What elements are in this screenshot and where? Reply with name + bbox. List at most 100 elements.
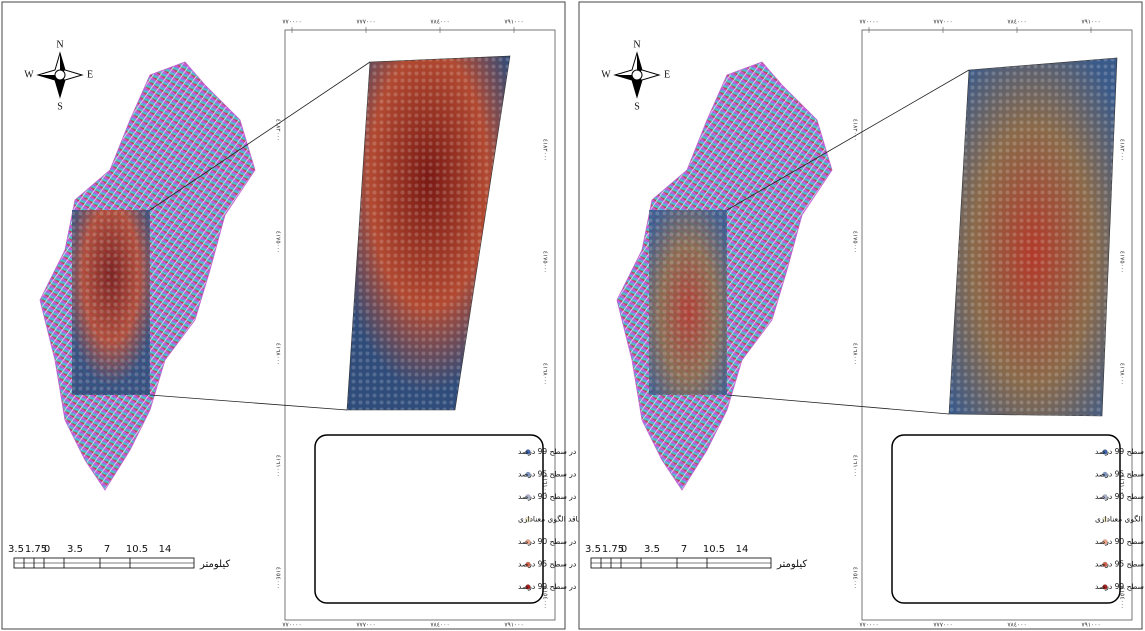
legend-label: جزیره نمایی گرم خودهمبستگی فضایی مثبت در… xyxy=(1095,537,1145,546)
compass-rose-fill xyxy=(38,53,65,97)
top-tick-label: ٧٨٤٠٠٠ xyxy=(430,19,449,26)
legend-swatch xyxy=(525,539,531,545)
legend-swatch xyxy=(525,584,531,590)
legend-swatch xyxy=(525,561,531,568)
scale-label: 14 xyxy=(159,544,172,555)
top-tick-label: ٧٧٠٠٠٠ xyxy=(859,19,878,26)
scale-label: 10.5 xyxy=(703,544,725,555)
connector xyxy=(726,394,950,415)
compass-south: S xyxy=(634,101,640,112)
map-frame xyxy=(284,29,556,621)
inset-dots xyxy=(649,210,727,395)
top-tick-label: ٧٩١٠٠٠ xyxy=(1081,19,1100,26)
compass-north: N xyxy=(56,39,63,50)
legend-swatch xyxy=(525,494,531,500)
bottom-tick-label: ٧٩١٠٠٠ xyxy=(1081,622,1100,629)
map-panel: ٧٧٠٠٠٠ ٧٧٠٠٠٠ ٧٧٧٠٠٠ ٧٧٧٠٠٠ ٧٨٤٠٠٠ ٧٨٤٠٠٠ ٧٩١٠… xyxy=(1,1,719,630)
scale-label: 0 xyxy=(44,544,50,555)
compass-rose-fill xyxy=(615,53,642,97)
top-tick-label: ٧٧٠٠٠٠ xyxy=(282,19,301,26)
legend-swatch xyxy=(1102,584,1108,590)
top-tick-label: ٧٩١٠٠٠ xyxy=(504,19,523,26)
top-tick-label: ٧٧٧٠٠٠ xyxy=(933,19,952,26)
right-tick-label: ٤١٨٢٠٠٠ xyxy=(542,139,549,162)
legend-swatch xyxy=(1102,516,1108,523)
map-frame xyxy=(861,29,1133,621)
legend-box xyxy=(314,434,544,604)
compass-east: E xyxy=(87,69,93,80)
compass-south: S xyxy=(57,101,63,112)
legend-label: فاقد الگوی معناداری xyxy=(518,515,582,524)
compass-center xyxy=(631,69,643,81)
left-tick-label: ٤١٦٨٠٠٠ xyxy=(275,343,282,366)
bottom-tick-label: ٧٨٤٠٠٠ xyxy=(1007,622,1026,629)
map-panel: ٧٧٠٠٠٠ ٧٧٠٠٠٠ ٧٧٧٠٠٠ ٧٧٧٠٠٠ ٧٨٤٠٠٠ ٧٨٤٠٠٠ ٧٩١٠… xyxy=(578,1,1145,630)
right-tick-label: ٤١٦٨٠٠٠ xyxy=(542,363,549,386)
bottom-tick-label: ٧٧٧٠٠٠ xyxy=(356,622,375,629)
legend-label: جزیره نمایی سرد خودهمبستگی فضایی منفی در… xyxy=(1095,470,1145,479)
scale-label: 3.5 xyxy=(8,544,24,555)
legend-swatch xyxy=(1102,561,1108,568)
scale-label: 0 xyxy=(621,544,627,555)
right-tick-label: ٤١٦١٠٠٠ xyxy=(1119,475,1126,498)
zoom-dots xyxy=(949,58,1117,416)
scale-label: 1.75 xyxy=(602,544,624,555)
legend-label: جزیره نمایی گرم خودهمبستگی فضایی مثبت در… xyxy=(1095,560,1145,569)
left-tick-label: ٤١٥٤٠٠٠ xyxy=(852,567,859,590)
bottom-tick-label: ٧٧٠٠٠٠ xyxy=(859,622,878,629)
scale-unit: کیلومتر xyxy=(199,559,230,570)
compass: N S W E xyxy=(601,39,670,112)
compass-east: E xyxy=(664,69,670,80)
right-tick-label: ٤١٥٤٠٠٠ xyxy=(542,587,549,610)
left-tick-label: ٤١٥٤٠٠٠ xyxy=(275,567,282,590)
compass-north: N xyxy=(633,39,640,50)
compass-center xyxy=(54,69,66,81)
left-tick-label: ٤١٦٨٠٠٠ xyxy=(852,343,859,366)
right-tick-label: ٤١٦٨٠٠٠ xyxy=(1119,363,1126,386)
legend-swatch xyxy=(525,449,531,455)
right-tick-label: ٤١٦١٠٠٠ xyxy=(542,475,549,498)
legend-swatch xyxy=(1102,494,1108,500)
scale-label: 1.75 xyxy=(25,544,47,555)
legend-label: جزیره نمایی سرد خودهمبستگی فضایی منفی در… xyxy=(1095,492,1145,501)
right-tick-label: ٤١٥٤٠٠٠ xyxy=(1119,587,1126,610)
scale-label: 3.5 xyxy=(67,544,83,555)
bottom-tick-label: ٧٧٧٠٠٠ xyxy=(933,622,952,629)
zoom-dots xyxy=(347,56,510,410)
connector xyxy=(149,394,348,411)
left-tick-label: ٤١٦١٠٠٠ xyxy=(852,455,859,478)
right-tick-label: ٤١٧٥٠٠٠ xyxy=(542,251,549,274)
scale-label: 3.5 xyxy=(585,544,601,555)
legend-swatch xyxy=(525,516,531,523)
scale-label: 7 xyxy=(104,544,110,555)
bottom-tick-label: ٧٧٠٠٠٠ xyxy=(282,622,301,629)
right-tick-label: ٤١٨٢٠٠٠ xyxy=(1119,139,1126,162)
legend-swatch xyxy=(525,471,531,478)
legend-label: جزیره نمایی سرد خودهمبستگی فضایی منفی در… xyxy=(1095,447,1145,456)
bottom-tick-label: ٧٩١٠٠٠ xyxy=(504,622,523,629)
connector xyxy=(726,69,970,211)
left-tick-label: ٤١٧٥٠٠٠ xyxy=(275,231,282,254)
top-tick-label: ٧٨٤٠٠٠ xyxy=(1007,19,1026,26)
legend-swatch xyxy=(1102,449,1108,455)
bottom-tick-label: ٧٨٤٠٠٠ xyxy=(430,622,449,629)
left-tick-label: ٤١٦١٠٠٠ xyxy=(275,455,282,478)
inset-dots xyxy=(72,210,150,395)
scale-unit: کیلومتر xyxy=(776,559,807,570)
scale-label: 14 xyxy=(736,544,749,555)
scale-label: 7 xyxy=(681,544,687,555)
top-tick-label: ٧٧٧٠٠٠ xyxy=(356,19,375,26)
legend-swatch xyxy=(1102,539,1108,545)
scale-label: 10.5 xyxy=(126,544,148,555)
legend-label: فاقد الگوی معناداری xyxy=(1095,515,1145,524)
compass: N S W E xyxy=(24,39,93,112)
scale-label: 3.5 xyxy=(644,544,660,555)
legend-label: جزیره نمایی گرم خودهمبستگی فضایی مثبت در… xyxy=(1095,582,1145,591)
left-tick-label: ٤١٨٢٠٠٠ xyxy=(852,119,859,142)
legend-swatch xyxy=(1102,471,1108,478)
compass-west: W xyxy=(601,69,611,80)
right-tick-label: ٤١٧٥٠٠٠ xyxy=(1119,251,1126,274)
compass-west: W xyxy=(24,69,34,80)
connector xyxy=(149,61,371,211)
